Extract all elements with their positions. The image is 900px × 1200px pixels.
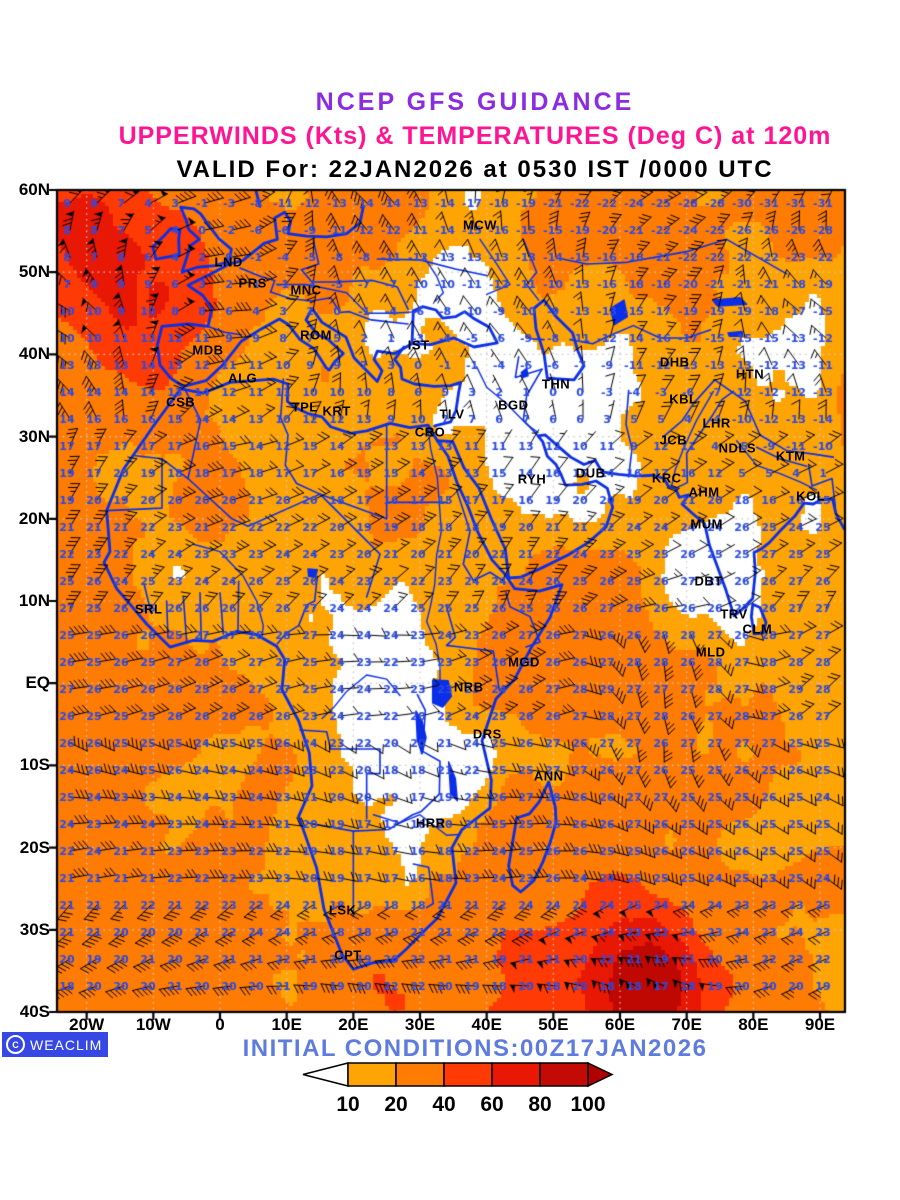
legend-bar-segment <box>347 1062 397 1087</box>
city-label-csb: CSB <box>166 394 196 410</box>
city-label-cro: CRO <box>414 424 446 440</box>
city-label-mld: MLD <box>695 644 726 660</box>
lon-tick-label: 20W <box>69 1015 105 1034</box>
city-label-dhb: DHB <box>659 354 690 370</box>
legend-tick-label: 60 <box>480 1093 503 1116</box>
legend-right-arrow <box>587 1061 614 1088</box>
city-label-lsk: LSK <box>328 902 357 918</box>
city-label-krt: KRT <box>322 403 351 419</box>
city-label-clm: CLM <box>742 621 773 637</box>
city-label-mdb: MDB <box>192 342 224 358</box>
legend-left-arrow <box>302 1062 349 1087</box>
lat-tick-label: EQ <box>25 673 50 693</box>
city-label-mgd: MGD <box>508 654 540 670</box>
city-label-rom: ROM <box>300 327 332 343</box>
lat-tick-label: 10N <box>18 591 50 610</box>
lat-tick-label: 30N <box>18 426 50 446</box>
city-label-lnd: LND <box>214 254 243 269</box>
city-label-drs: DRS <box>472 726 502 742</box>
legend-tick-label: 40 <box>432 1093 455 1116</box>
copyright-icon: C <box>6 1035 25 1054</box>
lat-tick-label: 10S <box>19 755 50 775</box>
city-label-ist: IST <box>407 337 430 353</box>
city-label-lhr: LHR <box>702 415 731 431</box>
city-label-trv: TRV <box>720 606 748 622</box>
city-label-bgd: BGD <box>498 397 529 413</box>
legend-tick-label: 80 <box>528 1093 551 1116</box>
lon-tick-label: 20E <box>338 1015 369 1034</box>
initial-conditions-text: INITIAL CONDITIONS:00Z17JAN2026 <box>242 1035 708 1062</box>
legend-tick-label: 20 <box>384 1093 407 1116</box>
legend-bar-segment <box>443 1062 493 1087</box>
city-label-ann: ANN <box>533 768 564 784</box>
lat-tick-label: 20S <box>19 837 50 857</box>
lat-tick-label: 60N <box>18 180 50 199</box>
lon-tick-label: 50E <box>538 1015 569 1034</box>
title-model-name: NCEP GFS GUIDANCE <box>315 88 635 116</box>
city-label-tpl: TPL <box>291 399 318 415</box>
city-label-jcb: JCB <box>659 432 688 448</box>
city-label-hrr: HRR <box>415 815 446 831</box>
brand-name: WEACLIM <box>30 1036 103 1053</box>
legend-bar-segment <box>395 1062 445 1087</box>
lon-tick-label: 40E <box>471 1015 502 1034</box>
lon-tick-label: 0 <box>215 1015 225 1034</box>
lon-tick-label: 60E <box>604 1015 636 1034</box>
legend-tick-label: 100 <box>570 1093 605 1116</box>
city-label-tlv: TLV <box>439 406 465 422</box>
title-valid-time: VALID For: 22JAN2026 at 0530 IST /0000 U… <box>176 156 774 183</box>
lon-tick-label: 90E <box>804 1015 836 1034</box>
city-label-ktm: KTM <box>775 448 806 464</box>
city-label-krc: KRC <box>651 470 682 486</box>
city-label-thn: THN <box>541 376 571 392</box>
legend-tick-label: 10 <box>336 1093 359 1116</box>
weaclim-badge: C WEACLIM <box>2 1032 108 1057</box>
lon-tick-label: 10W <box>135 1015 171 1034</box>
city-label-kbl: KBL <box>669 391 698 407</box>
city-label-ahm: AHM <box>688 484 720 500</box>
lat-tick-label: 50N <box>18 262 50 282</box>
legend-bar-segment <box>491 1062 541 1087</box>
lat-tick-label: 20N <box>18 508 50 528</box>
city-label-cpt: CPT <box>334 947 362 963</box>
lon-tick-label: 30E <box>404 1015 436 1034</box>
city-label-kol: KOL <box>796 488 826 504</box>
city-label-mcw: MCW <box>463 217 497 233</box>
city-label-srl: SRL <box>134 601 163 617</box>
city-label-htn: HTN <box>735 366 765 382</box>
lon-tick-label: 80E <box>738 1015 769 1034</box>
city-label-ndls: NDLS <box>718 440 757 456</box>
city-label-nrb: NRB <box>453 679 484 695</box>
lon-tick-label: 10E <box>271 1015 302 1034</box>
title-product-name: UPPERWINDS (Kts) & TEMPERATURES (Deg C) … <box>118 122 832 150</box>
city-label-alg: ALG <box>228 370 258 386</box>
wind-speed-legend: 10 20 40 60 80 100 <box>302 1061 614 1116</box>
city-label-ryh: RYH <box>517 471 547 487</box>
city-label-dbt: DBT <box>694 573 723 589</box>
city-label-mum: MUM <box>690 516 723 532</box>
city-label-prs: PRS <box>238 275 267 291</box>
city-label-mnc: MNC <box>290 282 322 298</box>
legend-bar-segment <box>539 1062 589 1087</box>
lon-tick-label: 70E <box>671 1015 702 1034</box>
lat-tick-label: 30S <box>19 919 50 939</box>
lat-tick-label: 40S <box>19 1002 50 1021</box>
lat-tick-label: 40N <box>18 344 50 364</box>
city-label-dub: DUB <box>575 465 606 481</box>
